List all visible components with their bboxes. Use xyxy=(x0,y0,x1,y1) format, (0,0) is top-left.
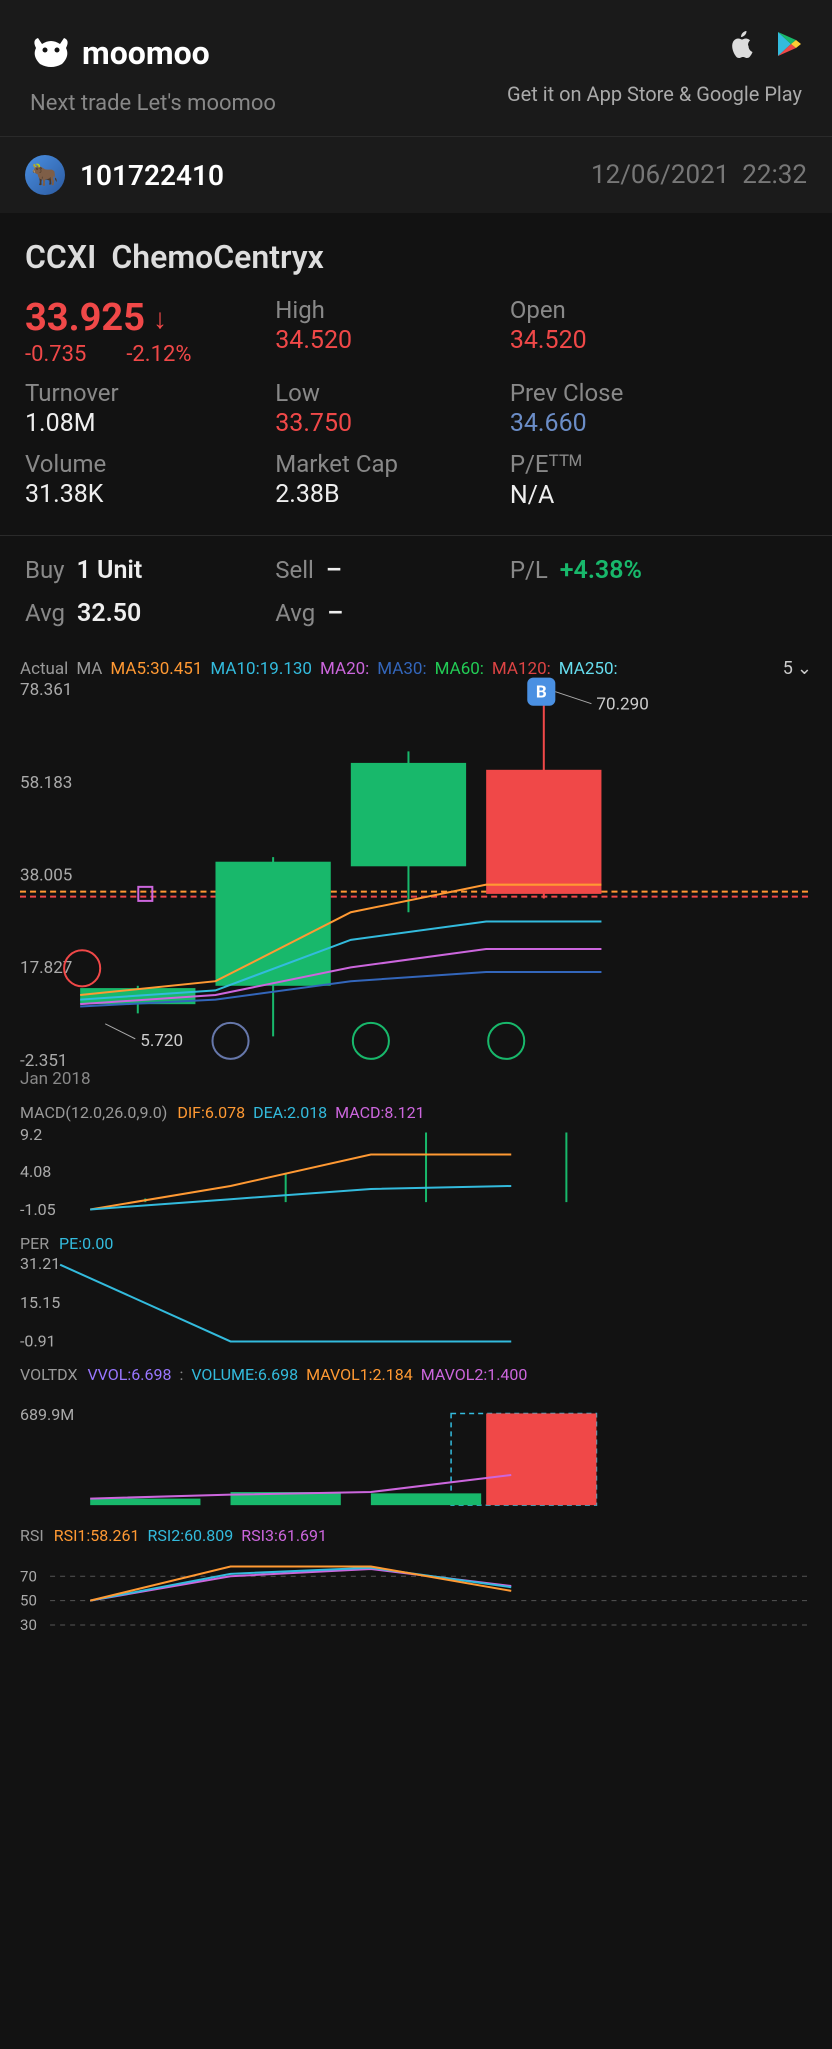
down-arrow-icon: ↓ xyxy=(153,302,167,335)
datetime: 12/06/2021 22:32 xyxy=(591,160,807,190)
candlestick-chart[interactable]: 78.36158.18338.00517.827-2.351B70.2905.7… xyxy=(20,685,812,1085)
stat-label: Volume xyxy=(25,450,275,478)
stats-grid: 33.925 ↓ -0.735 -2.12% High34.520 Open34… xyxy=(0,286,832,535)
brand-name: moomoo xyxy=(82,34,210,72)
brand-logo[interactable]: moomoo xyxy=(30,30,276,76)
sell-label: Sell xyxy=(275,556,314,584)
sell-value: – xyxy=(326,556,342,585)
stat-label: P/Eᵀᵀᴹ xyxy=(510,450,807,479)
legend-item: : xyxy=(179,1365,183,1384)
svg-text:9.2: 9.2 xyxy=(20,1125,42,1144)
svg-text:-1.05: -1.05 xyxy=(20,1200,56,1219)
legend-item: PE:0.00 xyxy=(59,1234,113,1253)
avatar[interactable] xyxy=(25,155,65,195)
stat-value: N/A xyxy=(510,481,807,510)
legend-item: DEA:2.018 xyxy=(253,1103,327,1122)
legend-item: MAVOL1:2.184 xyxy=(306,1365,413,1384)
company-name: ChemoCentryx xyxy=(111,238,324,276)
stat-value: 34.520 xyxy=(275,326,510,355)
legend-item: DIF:6.078 xyxy=(177,1103,245,1122)
stat-value: 33.750 xyxy=(275,409,510,438)
svg-text:78.361: 78.361 xyxy=(20,680,72,700)
stat-label: Open xyxy=(510,296,807,324)
ma-legend: Actual MA MA5:30.451MA10:19.130MA20:MA30… xyxy=(20,658,812,685)
apple-icon[interactable] xyxy=(730,30,754,62)
buy-label: Buy xyxy=(25,556,65,584)
avg-buy-value: 32.50 xyxy=(77,599,141,628)
legend-item: MACD:8.121 xyxy=(335,1103,424,1122)
store-text: Get it on App Store & Google Play xyxy=(507,82,802,106)
macd-chart[interactable]: MACD(12.0,26.0,9.0)DIF:6.078DEA:2.018MAC… xyxy=(20,1103,812,1216)
rsi-chart[interactable]: RSIRSI1:58.261RSI2:60.809RSI3:61.691 705… xyxy=(20,1526,812,1634)
svg-text:30: 30 xyxy=(20,1616,37,1634)
avg-sell-value: – xyxy=(327,599,343,628)
avg-sell-label: Avg xyxy=(275,599,315,627)
svg-text:4.08: 4.08 xyxy=(20,1162,51,1181)
google-play-icon[interactable] xyxy=(776,30,802,62)
top-header: moomoo Next trade Let's moomoo Get it on… xyxy=(0,0,832,136)
legend-item: MA20: xyxy=(320,659,369,679)
legend-item: RSI2:60.809 xyxy=(147,1526,233,1545)
svg-text:70.290: 70.290 xyxy=(596,695,648,715)
legend-item: MA10:19.130 xyxy=(210,659,312,679)
stat-value: 2.38B xyxy=(275,480,510,509)
legend-item: MA5:30.451 xyxy=(110,659,202,679)
stat-label: Low xyxy=(275,379,510,407)
svg-text:Jan 2018: Jan 2018 xyxy=(20,1069,91,1089)
svg-text:-0.91: -0.91 xyxy=(20,1331,56,1350)
chart-area: Actual MA MA5:30.451MA10:19.130MA20:MA30… xyxy=(0,648,832,1654)
stat-value: 31.38K xyxy=(25,480,275,509)
legend-item: MA60: xyxy=(435,659,484,679)
ticker: CCXI xyxy=(25,238,96,276)
interval-dropdown[interactable]: 5⌄ xyxy=(783,658,812,679)
user-id: 101722410 xyxy=(80,159,224,192)
price-change: -0.735 xyxy=(25,342,86,367)
svg-text:58.183: 58.183 xyxy=(20,773,72,793)
stat-label: Prev Close xyxy=(510,379,807,407)
trade-row: Buy1 Unit Sell– P/L+4.38% Avg32.50 Avg– xyxy=(0,535,832,648)
svg-text:70: 70 xyxy=(20,1567,37,1585)
stat-label: Turnover xyxy=(25,379,275,407)
bull-icon xyxy=(30,30,72,76)
voltdx-chart[interactable]: VOLTDXVVOL:6.698:VOLUME:6.698MAVOL1:2.18… xyxy=(20,1365,812,1508)
svg-text:B: B xyxy=(536,683,547,703)
price-change-pct: -2.12% xyxy=(126,342,191,367)
legend-item: VOLUME:6.698 xyxy=(191,1365,298,1384)
legend-item: RSI3:61.691 xyxy=(241,1526,327,1545)
svg-text:31.21: 31.21 xyxy=(20,1254,60,1273)
tagline: Next trade Let's moomoo xyxy=(30,91,276,116)
avg-buy-label: Avg xyxy=(25,599,65,627)
stat-value: 34.520 xyxy=(510,326,807,355)
svg-text:5.720: 5.720 xyxy=(140,1031,183,1051)
legend-item: RSI1:58.261 xyxy=(54,1526,140,1545)
legend-item: MA30: xyxy=(377,659,426,679)
stock-price: 33.925 ↓ xyxy=(25,296,167,340)
legend-item: MA120: xyxy=(492,659,551,679)
user-row: 101722410 12/06/2021 22:32 xyxy=(0,136,832,213)
chevron-down-icon: ⌄ xyxy=(797,658,812,679)
buy-value: 1 Unit xyxy=(77,556,143,585)
svg-text:38.005: 38.005 xyxy=(20,865,72,885)
stat-label: High xyxy=(275,296,510,324)
per-chart[interactable]: PERPE:0.00 31.2115.15-0.91 xyxy=(20,1234,812,1347)
pl-label: P/L xyxy=(510,556,548,584)
svg-text:-2.351: -2.351 xyxy=(20,1051,68,1071)
stat-label: Market Cap xyxy=(275,450,510,478)
stat-value: 1.08M xyxy=(25,409,275,438)
legend-item: MA250: xyxy=(559,659,618,679)
svg-text:15.15: 15.15 xyxy=(20,1293,60,1312)
stat-value: 34.660 xyxy=(510,409,807,438)
stock-header: CCXI ChemoCentryx xyxy=(0,213,832,286)
legend-item: MAVOL2:1.400 xyxy=(421,1365,528,1384)
svg-text:50: 50 xyxy=(20,1592,37,1610)
legend-item: VVOL:6.698 xyxy=(87,1365,171,1384)
svg-text:689.9M: 689.9M xyxy=(20,1405,74,1424)
pl-value: +4.38% xyxy=(560,556,642,585)
